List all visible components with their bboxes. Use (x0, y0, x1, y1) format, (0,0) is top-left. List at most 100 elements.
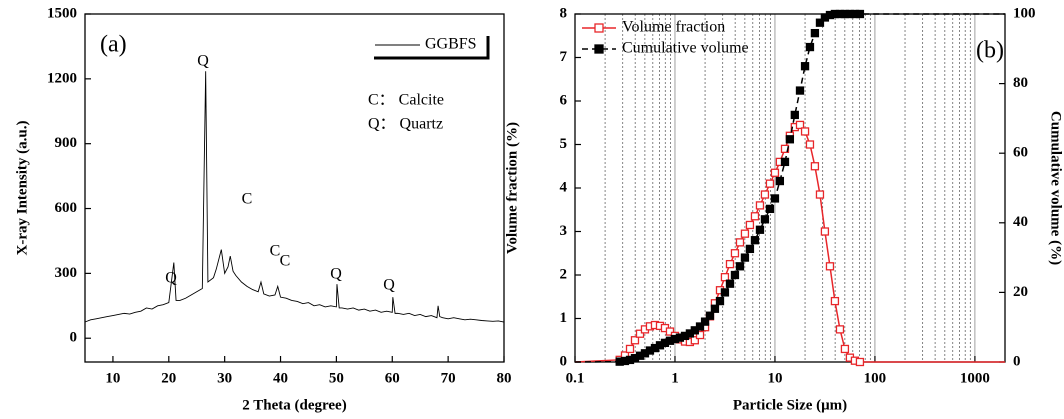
data-point (695, 330, 705, 340)
x-tick-label: 0.1 (566, 370, 585, 386)
y2-tick-label: 100 (1013, 5, 1036, 21)
annotation: Q (197, 53, 209, 70)
data-point (715, 296, 725, 306)
data-point (740, 253, 750, 262)
annotation: (b) (976, 38, 1004, 64)
y2-tick-label: 80 (1013, 75, 1028, 91)
data-point (800, 127, 810, 136)
x-tick-label: 40 (273, 370, 288, 386)
data-point (830, 296, 840, 306)
data-point (785, 135, 795, 144)
annotation: C： Calcite (368, 92, 444, 109)
data-point (795, 86, 805, 95)
legend-marker (594, 44, 604, 54)
y-tick-label: 3 (560, 223, 568, 239)
data-point (760, 190, 770, 199)
legend-marker (594, 23, 604, 33)
data-point (705, 311, 715, 320)
data-point (635, 329, 645, 338)
data-point (740, 229, 750, 238)
data-point (790, 110, 799, 120)
y2-tick-label: 0 (1013, 353, 1021, 369)
annotation: Q： Quartz (368, 116, 443, 133)
data-point (630, 336, 640, 345)
plot-frame (84, 13, 505, 363)
data-point (825, 262, 835, 271)
data-point (835, 325, 845, 334)
x-tick-label: 30 (217, 370, 232, 386)
y2-tick-label: 40 (1013, 214, 1028, 230)
data-point (765, 204, 775, 214)
x-axis-title: Particle Size (μm) (733, 397, 847, 413)
data-point (755, 225, 765, 234)
data-point (810, 28, 820, 38)
legend-label: GGBFS (425, 36, 477, 53)
data-point (855, 9, 865, 19)
y-tick-label: 600 (55, 200, 78, 216)
data-point (770, 194, 780, 203)
y-axis-title: X-ray Intensity (a.u.) (14, 121, 30, 256)
x-tick-label: 1000 (960, 370, 990, 386)
data-point (735, 262, 745, 271)
data-point (665, 327, 675, 336)
data-point (700, 317, 710, 326)
x-tick-label: 20 (161, 370, 176, 386)
data-point (765, 179, 775, 188)
y2-axis-title: Cumulative volume (%) (1048, 111, 1064, 265)
data-point (750, 236, 760, 245)
data-point (760, 215, 770, 224)
data-point (775, 176, 785, 186)
y-tick-label: 6 (560, 92, 568, 108)
y-tick-label: 300 (55, 265, 78, 281)
y-axis-title: Volume fraction (%) (504, 122, 520, 254)
y-tick-label: 5 (560, 136, 568, 152)
legend-label: Volume fraction (622, 19, 725, 36)
legend-bracket (374, 36, 490, 60)
annotation: Q (165, 270, 177, 287)
data-point (625, 344, 635, 354)
annotation: C (242, 191, 253, 208)
y-tick-label: 1500 (47, 5, 77, 21)
y-tick-label: 1 (560, 310, 568, 326)
x-tick-label: 10 (105, 370, 120, 386)
data-point (840, 344, 850, 354)
x-axis-title: 2 Theta (degree) (242, 397, 346, 413)
data-point (800, 62, 810, 71)
data-point (710, 304, 720, 313)
data-point (730, 270, 740, 280)
y-tick-label: 0 (560, 353, 568, 369)
plot-frame (574, 13, 1006, 363)
y-tick-label: 8 (560, 5, 568, 21)
y-tick-label: 4 (560, 179, 568, 195)
data-point (755, 201, 765, 210)
x-tick-label: 70 (441, 370, 456, 386)
annotation: Q (330, 266, 342, 283)
data-point (780, 157, 790, 167)
y-tick-label: 2 (560, 266, 568, 282)
data-point (745, 220, 755, 230)
annotation: C (270, 243, 281, 260)
y-tick-label: 1200 (47, 70, 77, 86)
data-point (745, 244, 755, 254)
x-tick-label: 80 (497, 370, 512, 386)
data-point (855, 357, 865, 367)
x-tick-label: 60 (385, 370, 400, 386)
data-point (695, 322, 705, 331)
data-point (735, 238, 745, 247)
data-point (720, 288, 730, 297)
data-point (720, 273, 730, 282)
data-point (810, 162, 820, 171)
data-point (820, 227, 830, 236)
data-point (795, 120, 805, 130)
annotation: Q (383, 277, 395, 294)
annotation: C (280, 253, 291, 270)
data-point (725, 279, 735, 288)
y2-tick-label: 20 (1013, 284, 1028, 300)
legend-label: Cumulative volume (622, 40, 749, 57)
y-tick-label: 900 (55, 135, 78, 151)
data-point (805, 140, 815, 149)
x-tick-label: 1 (671, 370, 679, 386)
data-point (750, 212, 760, 221)
series-line (84, 71, 505, 323)
